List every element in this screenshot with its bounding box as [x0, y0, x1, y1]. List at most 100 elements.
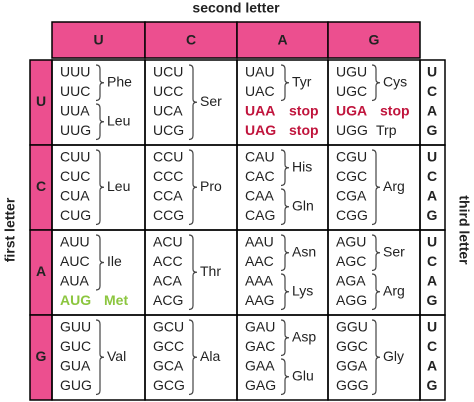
codon: AUC [60, 253, 90, 269]
third-letter: A [427, 103, 437, 119]
amino-acid: Thr [200, 263, 221, 279]
right-label: third letter [456, 195, 472, 265]
header-cell [51, 21, 146, 59]
amino-acid: Gly [383, 348, 404, 364]
codon: GAU [245, 319, 275, 335]
codon: UAC [245, 83, 275, 99]
brace [280, 64, 290, 102]
codon: GCU [153, 319, 184, 335]
codon: CAG [245, 207, 275, 223]
amino-acid: Ala [200, 348, 220, 364]
codon: CUU [60, 149, 90, 165]
third-letter: A [427, 188, 437, 204]
codon: AGG [336, 292, 367, 308]
amino-acid: Gln [292, 197, 314, 213]
third-letter: U [427, 64, 437, 80]
amino-acid: stop [380, 103, 410, 119]
codon: AAG [245, 292, 275, 308]
third-letter: A [427, 358, 437, 374]
codon: UUU [60, 64, 90, 80]
codon: ACA [153, 273, 182, 289]
first-letter: U [36, 93, 46, 109]
codon: UGA [336, 103, 367, 119]
amino-acid: Tyr [292, 73, 312, 89]
codon: GCC [153, 338, 184, 354]
amino-acid: Phe [107, 73, 132, 89]
codon: CCC [153, 168, 183, 184]
brace [371, 64, 381, 102]
brace [280, 358, 290, 396]
brace [95, 64, 105, 102]
third-letter: U [427, 319, 437, 335]
codon: GUG [60, 377, 92, 393]
codon: AAU [245, 234, 274, 250]
codon: UUG [60, 122, 91, 138]
codon-cell [327, 314, 421, 401]
codon: ACG [153, 292, 183, 308]
codon: UAG [245, 122, 276, 138]
brace [371, 149, 381, 226]
amino-acid: Leu [107, 178, 130, 194]
codon: CUG [60, 207, 91, 223]
brace [371, 234, 381, 272]
codon: GCG [153, 377, 185, 393]
codon: GUA [60, 358, 91, 374]
codon: UGC [336, 83, 367, 99]
codon: CAA [245, 188, 274, 204]
brace [371, 319, 381, 396]
codon: AUA [60, 273, 89, 289]
codon: GGC [336, 338, 368, 354]
codon: UAU [245, 64, 275, 80]
third-letter: U [427, 149, 437, 165]
first-letter: A [36, 263, 46, 279]
amino-acid: Asn [292, 243, 316, 259]
codon: GGU [336, 319, 368, 335]
codon: AUU [60, 234, 90, 250]
second-letter: U [93, 32, 103, 48]
codon: GAG [245, 377, 276, 393]
codon: AGU [336, 234, 366, 250]
codon: AUG [60, 292, 91, 308]
brace [371, 273, 381, 311]
brace [188, 64, 198, 141]
codon: GAA [245, 358, 275, 374]
codon: CAU [245, 149, 275, 165]
codon: CCU [153, 149, 183, 165]
amino-acid: Pro [200, 178, 222, 194]
brace [280, 188, 290, 226]
brace [188, 149, 198, 226]
codon: UGU [336, 64, 367, 80]
second-letter: G [369, 32, 380, 48]
top-label: second letter [192, 0, 280, 16]
amino-acid: Asp [292, 328, 316, 344]
amino-acid: Glu [292, 367, 314, 383]
codon: CUA [60, 188, 90, 204]
amino-acid: stop [289, 122, 319, 138]
brace [95, 234, 105, 291]
amino-acid: Val [107, 348, 126, 364]
third-letter: G [427, 207, 438, 223]
third-letter: A [427, 273, 437, 289]
first-letter: G [36, 348, 47, 364]
third-letter: C [427, 253, 437, 269]
codon: UCC [153, 83, 183, 99]
codon: AAC [245, 253, 274, 269]
amino-acid: Met [104, 292, 128, 308]
codon: AGC [336, 253, 366, 269]
codon: UCG [153, 122, 184, 138]
codon: CAC [245, 168, 275, 184]
amino-acid: Lys [292, 282, 313, 298]
second-letter: C [186, 32, 196, 48]
amino-acid: Ser [383, 243, 405, 259]
brace [280, 319, 290, 357]
amino-acid: stop [289, 103, 319, 119]
third-letter: C [427, 83, 437, 99]
codon: CGU [336, 149, 367, 165]
codon: CGA [336, 188, 367, 204]
codon: ACU [153, 234, 183, 250]
third-letter: G [427, 377, 438, 393]
amino-acid: Ser [200, 93, 222, 109]
second-letter: A [277, 32, 287, 48]
brace [95, 103, 105, 141]
